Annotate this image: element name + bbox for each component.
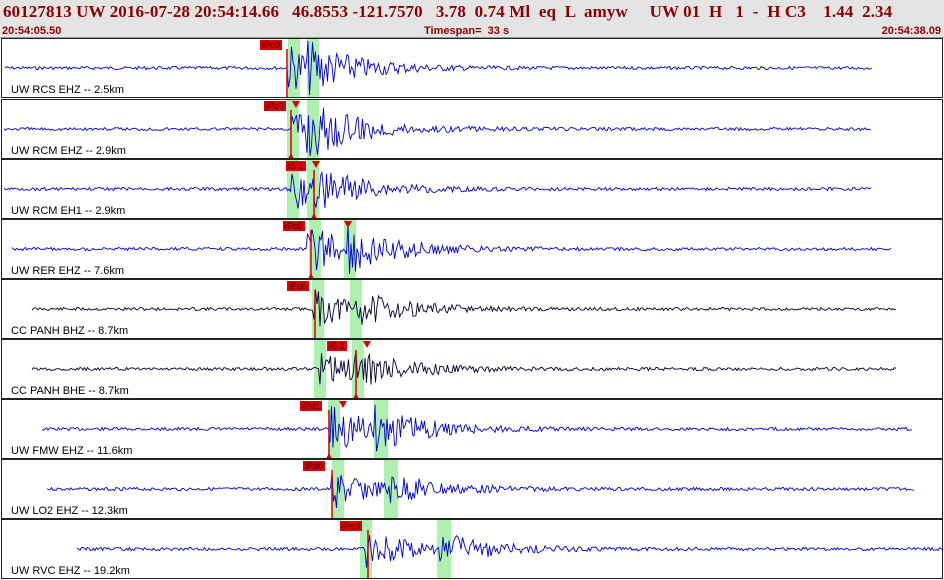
seismogram-trace	[31, 289, 897, 327]
pick-label[interactable]: iS 1	[327, 341, 347, 351]
waveform-plot	[3, 100, 872, 158]
channel-label: CC PANH BHE -- 8.7km	[11, 385, 129, 397]
event-author: amyw	[583, 2, 628, 21]
channel-label: UW RCM EHZ -- 2.9km	[11, 145, 126, 157]
event-header: 60127813 UW 2016-07-28 20:54:14.66 46.85…	[0, 0, 944, 38]
waveform-plot	[31, 280, 897, 338]
pick-base-marker-icon	[311, 213, 317, 218]
waveform-plot	[3, 160, 872, 218]
pick-label[interactable]: iPc0	[340, 521, 362, 531]
event-dash: -	[752, 2, 759, 21]
event-id: 60127813	[3, 2, 72, 21]
event-quality: H C3	[767, 2, 806, 21]
pick-label[interactable]: iS 1	[286, 161, 306, 171]
seismogram-trace	[41, 404, 913, 452]
seismogram-trace	[3, 107, 872, 157]
channel-label: UW RCM EH1 -- 2.9km	[11, 205, 126, 217]
pick-window	[314, 340, 326, 398]
pick-window	[360, 520, 372, 578]
event-summary: 60127813 UW 2016-07-28 20:54:14.66 46.85…	[3, 2, 892, 22]
pick-label[interactable]: iPc0	[283, 221, 305, 231]
waveform-panel[interactable]: iS 1 CC PANH BHE -- 8.7km	[1, 339, 943, 399]
seismogram-trace	[4, 40, 872, 96]
pick-label[interactable]: iPc0	[287, 281, 309, 291]
waveform-panel[interactable]: iPc0 UW RCS EHZ -- 2.5km	[1, 38, 943, 98]
pick-marker-icon[interactable]	[312, 161, 320, 168]
time-start: 20:54:05.50	[2, 25, 62, 37]
pick-window	[312, 280, 324, 338]
pick-base-marker-icon	[353, 393, 359, 398]
seismogram-trace	[31, 350, 897, 385]
pick-window	[287, 100, 299, 158]
waveform-panels: iPc0 UW RCS EHZ -- 2.5km iPc0 UW RCM EHZ --…	[0, 38, 944, 580]
seismogram-trace	[3, 171, 872, 209]
event-lat: 46.8553	[292, 2, 349, 21]
waveform-plot	[76, 520, 942, 578]
pick-label[interactable]: iPd1	[300, 401, 323, 411]
event-lon: -121.7570	[352, 2, 423, 21]
pick-label[interactable]: iPd0	[303, 461, 326, 471]
waveform-panel[interactable]: iPd1 UW FMW EHZ -- 11.6km	[1, 399, 943, 459]
waveform-panel[interactable]: iPc0 UW RCM EHZ -- 2.9km	[1, 99, 943, 159]
pick-window	[332, 460, 344, 518]
pick-marker-icon[interactable]	[363, 341, 371, 348]
pick-base-marker-icon	[288, 153, 294, 158]
pick-base-marker-icon	[308, 273, 314, 278]
pick-label[interactable]: iPc0	[260, 40, 282, 50]
pick-window	[307, 160, 319, 218]
time-end: 20:54:38.09	[881, 25, 941, 37]
seismogram-trace	[76, 535, 942, 568]
channel-label: UW LO2 EHZ -- 12.3km	[11, 505, 128, 517]
channel-label: UW RVC EHZ -- 19.2km	[11, 565, 130, 577]
channel-label: UW RCS EHZ -- 2.5km	[11, 84, 125, 96]
pick-marker-icon[interactable]	[292, 101, 300, 108]
waveform-plot	[11, 220, 892, 278]
event-gtype: H	[709, 2, 723, 21]
pick-label[interactable]: iPc0	[264, 101, 286, 111]
event-network: UW	[76, 2, 106, 21]
seismogram-trace	[46, 472, 915, 508]
event-source: UW	[649, 2, 679, 21]
pick-base-marker-icon	[326, 453, 332, 458]
event-val1: 1.44	[823, 2, 854, 21]
pick-window	[374, 400, 388, 458]
channel-label: CC PANH BHZ -- 8.7km	[11, 325, 129, 337]
event-mag-type: Ml	[509, 2, 531, 21]
event-count: 1	[735, 2, 745, 21]
pick-window	[287, 160, 299, 218]
waveform-plot	[46, 460, 915, 518]
waveform-panel[interactable]: iPc0 UW RER EHZ -- 7.6km	[1, 219, 943, 279]
event-type: eq	[538, 2, 557, 21]
timespan: Timespan= 33 s	[424, 25, 510, 37]
event-version: 01	[683, 2, 701, 21]
waveform-plot	[31, 340, 897, 398]
waveform-plot	[41, 400, 913, 458]
waveform-panel[interactable]: iPc0 UW RVC EHZ -- 19.2km	[1, 519, 943, 579]
waveform-panel[interactable]: iS 1 UW RCM EH1 -- 2.9km	[1, 159, 943, 219]
event-val2: 2.34	[862, 2, 893, 21]
pick-marker-icon[interactable]	[339, 401, 347, 408]
event-depth: 3.78	[435, 2, 466, 21]
channel-label: UW RER EHZ -- 7.6km	[11, 265, 125, 277]
pick-marker-icon[interactable]	[344, 221, 352, 228]
event-flag: L	[564, 2, 576, 21]
event-datetime: 2016-07-28 20:54:14.66	[109, 2, 280, 21]
pick-window	[350, 280, 362, 338]
waveform-panel[interactable]: iPc0 CC PANH BHZ -- 8.7km	[1, 279, 943, 339]
waveform-panel[interactable]: iPd0 UW LO2 EHZ -- 12.3km	[1, 459, 943, 519]
seismogram-trace	[11, 224, 892, 274]
channel-label: UW FMW EHZ -- 11.6km	[11, 445, 133, 457]
event-magnitude: 0.74	[474, 2, 505, 21]
waveform-plot	[4, 39, 872, 97]
